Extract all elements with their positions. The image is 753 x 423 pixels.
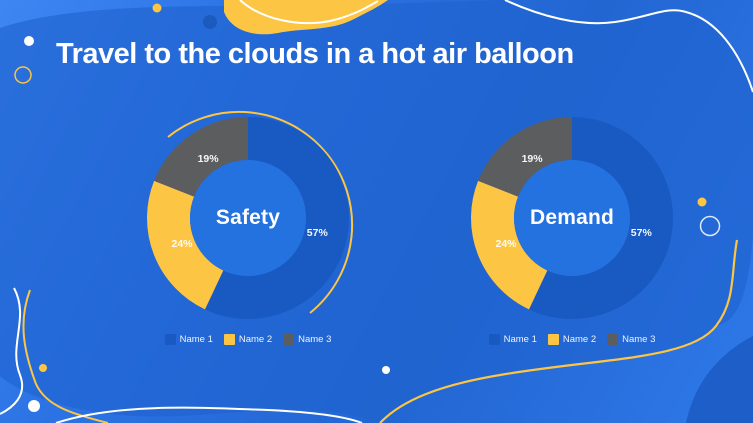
white-dot-bottom-middle xyxy=(382,366,390,374)
legend-swatch xyxy=(223,334,235,345)
donut-center-label: Safety xyxy=(215,206,281,229)
legend-item: Name 1 xyxy=(488,334,537,345)
yellow-ring-top-left xyxy=(14,66,32,84)
yellow-dot-top xyxy=(152,3,162,13)
blue-dot-top xyxy=(203,15,217,29)
donut-chart-safety: Safety 57% 24% 19% xyxy=(143,113,353,323)
legend-label: Name 1 xyxy=(179,334,213,345)
chart-safety: Safety 57% 24% 19% Name 1 Name 2 Name 3 xyxy=(143,113,353,345)
white-dot-bottom-left xyxy=(28,400,40,412)
yellow-dot-bottom-left xyxy=(39,364,47,372)
legend-label: Name 3 xyxy=(298,334,332,345)
segment-value-label: 57% xyxy=(306,227,328,240)
legend-swatch xyxy=(283,334,295,345)
segment-value-label: 19% xyxy=(197,153,219,166)
corner-blob-shape xyxy=(686,336,753,423)
legend-label: Name 3 xyxy=(622,334,656,345)
chart-legend: Name 1 Name 2 Name 3 xyxy=(143,334,353,345)
donut-segment xyxy=(471,117,673,319)
yellow-arc-ring xyxy=(167,110,354,314)
yellow-wave-line-bottom-right xyxy=(379,239,739,423)
donut-segments xyxy=(146,117,349,319)
white-ring-right xyxy=(699,215,721,237)
legend-item: Name 1 xyxy=(164,334,213,345)
donut-segment xyxy=(146,117,349,319)
chart-legend: Name 1 Name 2 Name 3 xyxy=(467,334,677,345)
white-wave-line-top xyxy=(239,0,379,25)
chart-demand: Demand 57% 24% 19% Name 1 Name 2 Name 3 xyxy=(467,113,677,345)
legend-swatch xyxy=(164,334,176,345)
legend-item: Name 3 xyxy=(283,334,331,345)
white-wave-line-top-right xyxy=(504,0,753,93)
legend-label: Name 2 xyxy=(562,334,597,345)
white-wave-line-bottom xyxy=(55,406,363,423)
legend-swatch xyxy=(488,334,500,345)
white-wave-line-left xyxy=(0,287,23,415)
legend-item: Name 3 xyxy=(607,334,655,345)
yellow-blob xyxy=(224,0,388,35)
legend-swatch xyxy=(547,334,559,345)
donut-hole xyxy=(190,160,306,276)
legend-item: Name 2 xyxy=(223,334,273,345)
donut-chart-demand: Demand 57% 24% 19% xyxy=(467,113,677,323)
segment-value-label: 57% xyxy=(630,227,652,240)
legend-label: Name 2 xyxy=(238,334,273,345)
segment-value-label: 24% xyxy=(495,238,517,251)
donut-segments xyxy=(471,117,673,319)
legend-item: Name 2 xyxy=(547,334,597,345)
donut-hole xyxy=(514,160,630,276)
legend-label: Name 1 xyxy=(503,334,537,345)
segment-value-label: 24% xyxy=(171,238,193,251)
donut-center-label: Demand xyxy=(529,206,615,229)
yellow-wave-line-left xyxy=(22,289,109,423)
yellow-dot-right xyxy=(697,197,707,207)
legend-swatch xyxy=(607,334,619,345)
slide-title: Travel to the clouds in a hot air balloo… xyxy=(56,38,574,70)
donut-segment xyxy=(147,117,349,319)
segment-value-label: 19% xyxy=(521,153,543,166)
white-dot-top-left xyxy=(24,36,34,46)
